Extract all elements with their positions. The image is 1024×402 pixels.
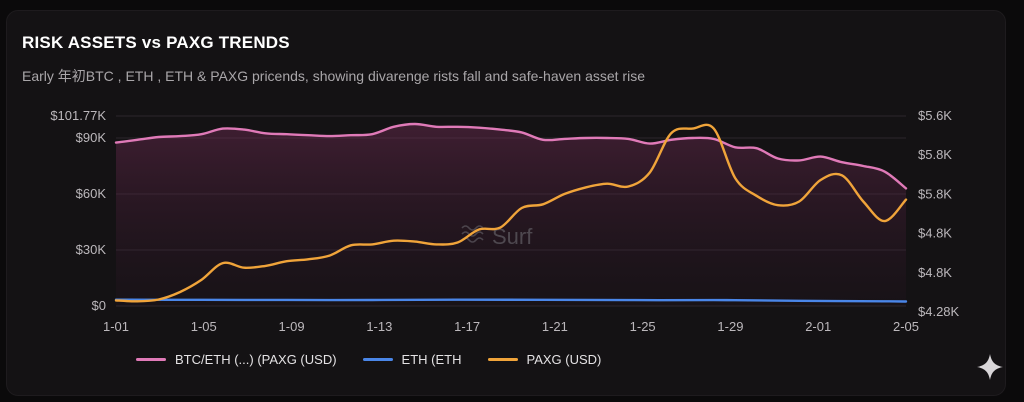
x-tick-label: 1-17 xyxy=(454,319,480,334)
series-line-0 xyxy=(114,122,908,190)
series-area-0 xyxy=(116,124,906,306)
legend-item-btc[interactable]: BTC/ETH (...) (PAXG (USD) xyxy=(136,352,337,367)
legend-swatch-btc xyxy=(136,358,166,361)
left-axis: $101.77K $90K $60K $30K $0 xyxy=(50,108,106,313)
x-tick-label: 1-05 xyxy=(191,319,217,334)
y-right-tick-label: $5.8K xyxy=(918,147,952,162)
x-tick-label: 1-01 xyxy=(103,319,129,334)
legend-swatch-paxg xyxy=(487,358,518,361)
x-tick-label: 1-29 xyxy=(717,319,743,334)
x-tick-label: 1-25 xyxy=(630,319,656,334)
y-left-tick-label: $0 xyxy=(92,298,106,313)
legend-label-btc: BTC/ETH (...) (PAXG (USD) xyxy=(175,352,337,367)
y-right-tick-label: $4.8K xyxy=(918,265,952,280)
series-line-1 xyxy=(114,298,908,303)
legend: BTC/ETH (...) (PAXG (USD) ETH (ETH PAXG … xyxy=(136,352,601,367)
x-axis: 1-01 1-05 1-09 1-13 1-17 1-21 1-25 1-29 2-01 2-05 xyxy=(103,319,919,334)
x-tick-label: 1-09 xyxy=(279,319,305,334)
chart-subtitle: Early 年初BTC , ETH , ETH & PAXG pricends,… xyxy=(22,68,645,84)
y-left-tick-label: $60K xyxy=(76,186,107,201)
y-left-tick-label: $101.77K xyxy=(50,108,106,123)
x-tick-label: 2-05 xyxy=(893,319,919,334)
area-fills xyxy=(116,124,906,306)
legend-label-paxg: PAXG (USD) xyxy=(526,352,602,367)
legend-swatch-eth xyxy=(362,358,393,361)
series-line-2 xyxy=(114,123,908,303)
legend-label-eth: ETH (ETH xyxy=(401,352,462,367)
legend-item-paxg[interactable]: PAXG (USD) xyxy=(487,352,602,367)
chart-title: RISK ASSETS vs PAXG TRENDS xyxy=(22,33,290,52)
y-right-tick-label: $4.28K xyxy=(918,304,960,319)
y-left-tick-label: $30K xyxy=(76,242,107,257)
y-right-tick-label: $4.8K xyxy=(918,226,952,241)
legend-item-eth[interactable]: ETH (ETH xyxy=(362,352,462,367)
x-tick-label: 2-01 xyxy=(805,319,831,334)
x-tick-label: 1-21 xyxy=(542,319,568,334)
y-left-tick-label: $90K xyxy=(76,130,107,145)
sparkle-icon[interactable] xyxy=(975,352,1005,382)
series-lines xyxy=(114,122,908,303)
y-right-tick-label: $5.8K xyxy=(918,186,952,201)
x-tick-label: 1-13 xyxy=(366,319,392,334)
y-right-tick-label: $5.6K xyxy=(918,108,952,123)
watermark: Surf xyxy=(461,224,533,249)
right-axis: $5.6K $5.8K $5.8K $4.8K $4.8K $4.28K xyxy=(918,108,960,319)
